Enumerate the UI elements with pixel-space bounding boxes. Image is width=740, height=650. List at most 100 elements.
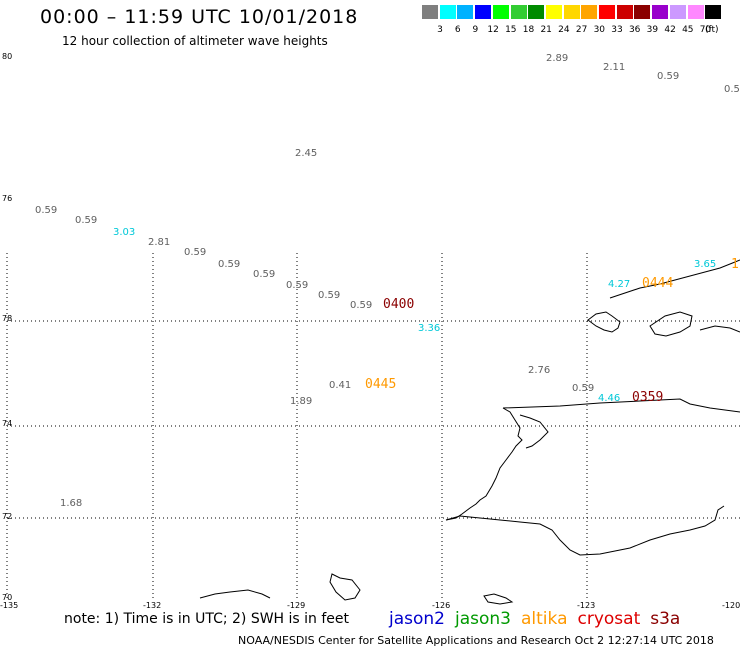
color-swatch (581, 5, 598, 19)
color-swatch (492, 5, 509, 19)
color-scale-label: 27 (575, 25, 588, 35)
color-swatch (669, 5, 686, 19)
color-swatch (616, 5, 633, 19)
obs-label: 2.45 (295, 148, 317, 159)
color-scale-label: 70 (699, 25, 712, 35)
pass-time-label: 0445 (365, 377, 396, 392)
obs-label: 1.68 (60, 498, 82, 509)
pass-time-label: 1 (731, 257, 739, 272)
island-victoria (649, 311, 693, 337)
observations: 2.89 2.11 0.59 0.5 2.45 0.59 0.59 3.03 2… (35, 53, 740, 509)
color-scale-label: 3 (437, 25, 443, 35)
obs-label: 0.59 (350, 300, 372, 311)
page-subtitle: 12 hour collection of altimeter wave hei… (62, 34, 328, 48)
obs-label: 2.89 (546, 53, 568, 64)
main-coast (502, 398, 740, 413)
obs-label: 4.27 (608, 279, 630, 290)
pass-time-label: 0400 (383, 297, 414, 312)
obs-label: 0.59 (253, 269, 275, 280)
color-swatch (563, 5, 580, 19)
color-swatch (475, 5, 492, 19)
lat-label: 72 (2, 512, 12, 521)
color-swatch (528, 5, 545, 19)
obs-label: 0.59 (75, 215, 97, 226)
color-swatch (599, 5, 615, 19)
bay-coast (519, 414, 549, 449)
obs-label: 3.65 (694, 259, 716, 270)
obs-label: 3.03 (113, 227, 135, 238)
color-swatch (510, 5, 527, 19)
footer-credit: NOAA/NESDIS Center for Satellite Applica… (238, 634, 714, 647)
color-swatch (545, 5, 562, 19)
color-scale-label: 15 (505, 25, 517, 35)
obs-label: 0.59 (572, 383, 594, 394)
lat-label: 74 (2, 419, 12, 428)
obs-label: 0.41 (329, 380, 351, 391)
pass-time-label: 0359 (632, 390, 663, 405)
obs-label: 0.59 (35, 205, 57, 216)
coastline (199, 259, 740, 605)
obs-label: 4.46 (598, 393, 620, 404)
island-w2 (199, 589, 271, 599)
lon-label: -135 (0, 601, 18, 610)
lat-label: 70 (2, 593, 12, 602)
satellite-legend: jason2 jason3 altika cryosat s3a (389, 609, 690, 629)
lon-label: -123 (577, 601, 595, 610)
color-scale-label: 36 (628, 25, 641, 35)
obs-label: 0.59 (184, 247, 206, 258)
lat-label: 78 (2, 314, 12, 323)
color-swatch (705, 5, 722, 19)
color-scale-label: 6 (454, 25, 461, 35)
obs-label: 0.59 (286, 280, 308, 291)
pass-times: 0400 0445 0444 0359 1 (365, 257, 739, 405)
obs-label: 0.5 (724, 84, 740, 95)
color-scale-label: 9 (472, 25, 479, 35)
lat-label: 80 (2, 52, 12, 61)
color-scale-label: 45 (682, 25, 694, 35)
color-scale-label: 12 (487, 25, 499, 35)
obs-label: 1.89 (290, 396, 312, 407)
island-w3 (483, 593, 514, 605)
lon-label: -126 (432, 601, 450, 610)
obs-label: 0.59 (218, 259, 240, 270)
satellite-legend-item: jason3 (455, 609, 511, 629)
island-w1 (329, 573, 361, 601)
obs-label: 3.36 (418, 323, 440, 334)
color-swatch (457, 5, 474, 19)
color-scale-label: 21 (540, 25, 552, 35)
lon-label: -132 (143, 601, 161, 610)
lon-label: -129 (287, 601, 305, 610)
satellite-legend-item: altika (521, 609, 568, 629)
satellite-legend-item: jason2 (389, 609, 445, 629)
satellite-legend-item: s3a (650, 609, 681, 629)
lon-label: -120 (722, 601, 740, 610)
obs-label: 2.11 (603, 62, 625, 73)
island-banks (587, 311, 621, 333)
color-swatch (687, 5, 704, 19)
island-e1 (699, 325, 740, 333)
color-swatch (422, 5, 438, 19)
color-scale-label: 30 (593, 25, 606, 35)
pass-time-label: 0444 (642, 276, 673, 291)
obs-label: 2.81 (148, 237, 170, 248)
color-swatch (634, 5, 651, 19)
footer-note: note: 1) Time is in UTC; 2) SWH is in fe… (64, 611, 350, 627)
color-scale-unit: (ft) (705, 25, 719, 35)
color-swatch (439, 5, 456, 19)
obs-label: 0.59 (318, 290, 340, 301)
page-title: 00:00 – 11:59 UTC 10/01/2018 (40, 6, 359, 28)
color-scale-label: 39 (646, 25, 659, 35)
obs-label: 0.59 (657, 71, 679, 82)
island-banks-east (609, 259, 740, 299)
color-scale-label: 24 (558, 25, 570, 35)
color-scale-label: 33 (611, 25, 623, 35)
lat-labels: 80 76 78 74 72 70 (2, 52, 12, 602)
color-scale-label: 18 (522, 25, 535, 35)
south-coast (445, 505, 725, 556)
satellite-legend-item: cryosat (577, 609, 641, 629)
color-scale-label: 42 (664, 25, 676, 35)
delta-coast (445, 407, 523, 521)
color-swatch (652, 5, 669, 19)
obs-label: 2.76 (528, 365, 550, 376)
